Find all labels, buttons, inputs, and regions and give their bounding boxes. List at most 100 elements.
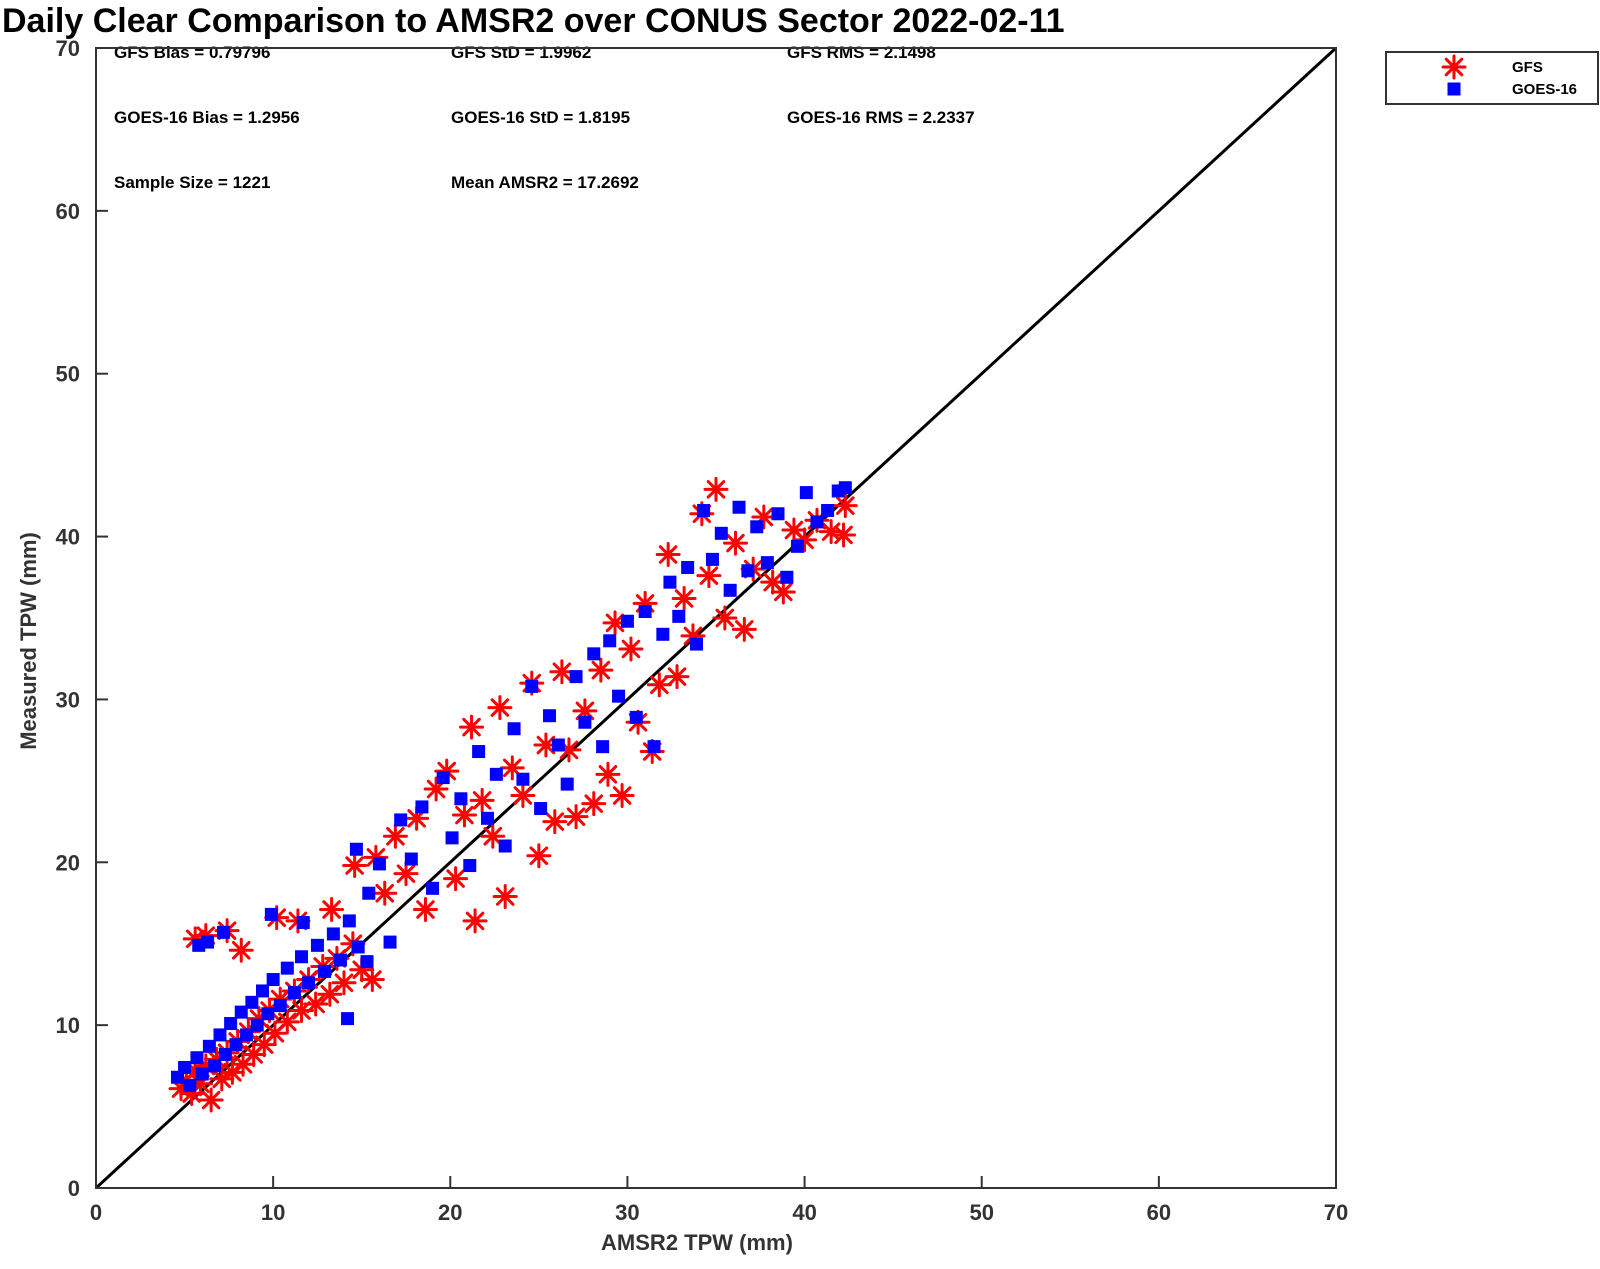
goes16-data-point — [287, 986, 301, 1000]
goes16-data-point — [261, 1007, 275, 1021]
goes16-data-point — [318, 964, 332, 978]
y-tick-label: 40 — [56, 525, 80, 550]
gfs-data-point — [646, 672, 672, 698]
goes16-data-point — [690, 637, 704, 651]
goes16-data-point — [201, 935, 215, 949]
y-axis-label: Measured TPW (mm) — [16, 532, 41, 750]
gfs-data-point — [588, 657, 614, 683]
goes16-data-point — [750, 520, 764, 534]
x-tick-label: 40 — [792, 1200, 816, 1225]
y-tick-label: 60 — [56, 199, 80, 224]
goes16-data-point — [780, 570, 794, 584]
gfs-data-point — [549, 659, 575, 685]
goes16-data-point — [224, 1017, 238, 1031]
gfs-data-point — [443, 866, 469, 892]
goes16-data-point — [208, 1059, 222, 1073]
goes16-data-point — [415, 800, 429, 814]
goes16-data-point — [170, 1070, 184, 1084]
goes16-data-point — [629, 710, 643, 724]
stat-annotation: GFS RMS = 2.1498 — [787, 43, 936, 62]
goes16-data-point — [351, 940, 365, 954]
goes16-data-point — [280, 961, 294, 975]
stat-annotation: Mean AMSR2 = 17.2692 — [451, 173, 639, 192]
goes16-data-point — [302, 976, 316, 990]
gfs-data-point — [712, 605, 738, 631]
gfs-data-point — [462, 908, 488, 934]
goes16-data-point — [273, 999, 287, 1013]
goes16-data-point — [341, 1012, 355, 1026]
goes16-data-point — [404, 852, 418, 866]
gfs-data-point — [618, 636, 644, 662]
goes16-data-point — [264, 907, 278, 921]
goes16-data-point — [436, 771, 450, 785]
goes16-data-point — [178, 1060, 192, 1074]
x-tick-label: 0 — [90, 1200, 102, 1225]
goes16-data-point — [587, 647, 601, 661]
legend-box — [1385, 51, 1599, 105]
legend-goes16-label: GOES-16 — [1512, 81, 1577, 98]
x-tick-label: 70 — [1324, 1200, 1348, 1225]
goes16-data-point — [383, 935, 397, 949]
goes16-data-point — [256, 984, 270, 998]
goes16-data-point — [454, 792, 468, 806]
goes16-data-point — [714, 526, 728, 540]
goes16-data-point — [620, 614, 634, 628]
goes16-data-point — [838, 481, 852, 495]
stat-annotation: Sample Size = 1221 — [114, 173, 270, 192]
goes16-data-point — [294, 950, 308, 964]
stat-annotation: GFS StD = 1.9962 — [451, 43, 591, 62]
goes16-data-point — [810, 515, 824, 529]
gfs-data-point — [319, 897, 345, 923]
gfs-data-point — [526, 843, 552, 869]
x-tick-label: 30 — [615, 1200, 639, 1225]
goes16-data-point — [218, 1047, 232, 1061]
goes16-data-point — [498, 839, 512, 853]
legend: GFS GOES-16 — [1385, 51, 1599, 105]
goes16-data-point — [445, 831, 459, 845]
goes16-data-point — [213, 1028, 227, 1042]
goes16-data-point — [360, 955, 374, 969]
gfs-data-point — [499, 755, 525, 781]
goes16-data-point — [250, 1018, 264, 1032]
goes16-data-point — [647, 740, 661, 754]
goes16-series — [170, 481, 852, 1092]
goes16-data-point — [799, 486, 813, 500]
gfs-data-point — [722, 530, 748, 556]
gfs-data-point — [412, 897, 438, 923]
x-tick-label: 10 — [261, 1200, 285, 1225]
y-tick-label: 0 — [68, 1176, 80, 1201]
goes16-data-point — [569, 670, 583, 684]
gfs-data-point — [510, 783, 536, 809]
goes16-data-point — [697, 504, 711, 518]
goes16-data-point — [516, 772, 530, 786]
gfs-data-point — [359, 967, 385, 993]
goes16-data-point — [663, 575, 677, 589]
x-axis-label: AMSR2 TPW (mm) — [601, 1230, 793, 1255]
goes16-data-point — [195, 1067, 209, 1081]
x-tick-label: 20 — [438, 1200, 462, 1225]
gfs-data-point — [331, 970, 357, 996]
gfs-data-point — [372, 880, 398, 906]
gfs-data-point — [563, 804, 589, 830]
gfs-data-point — [303, 991, 329, 1017]
goes16-data-point — [672, 609, 686, 623]
goes16-data-point — [190, 1051, 204, 1065]
x-tick-label: 50 — [969, 1200, 993, 1225]
goes16-data-point — [489, 767, 503, 781]
statistics-annotations: GFS Bias = 0.79796 GFS StD = 1.9962 GFS RM… — [114, 43, 975, 192]
gfs-data-point — [317, 981, 343, 1007]
gfs-data-point — [434, 758, 460, 784]
legend-gfs-label: GFS — [1512, 59, 1543, 76]
gfs-data-point — [595, 761, 621, 787]
stat-annotation: GOES-16 Bias = 1.2956 — [114, 108, 300, 127]
goes16-data-point — [771, 507, 785, 521]
goes16-data-point — [362, 886, 376, 900]
chart-title: Daily Clear Comparison to AMSR2 over CON… — [2, 2, 1065, 40]
goes16-data-point — [426, 881, 440, 895]
goes16-data-point — [525, 679, 539, 693]
y-tick-label: 70 — [56, 36, 80, 61]
stat-annotation: GOES-16 StD = 1.8195 — [451, 108, 630, 127]
goes16-data-point — [542, 709, 556, 723]
y-axis-ticks: 0 10 20 30 40 50 60 70 — [56, 36, 108, 1201]
goes16-data-point — [741, 564, 755, 578]
